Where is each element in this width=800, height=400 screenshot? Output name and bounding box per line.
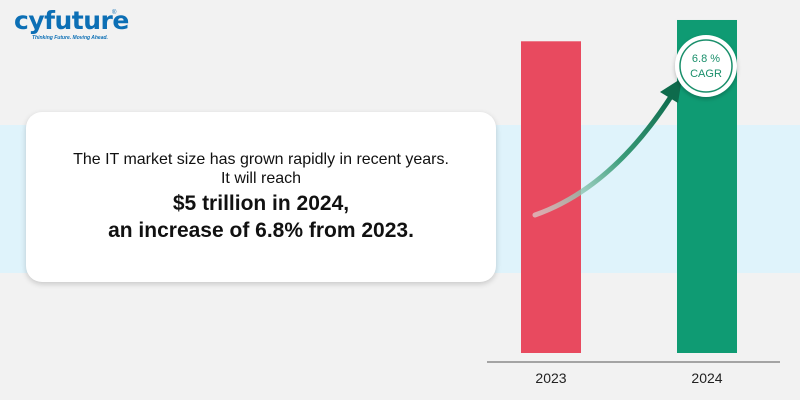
growth-arrow-head [660, 78, 682, 103]
message-line-1: The IT market size has grown rapidly in … [73, 151, 449, 168]
x-tick-label-2023: 2023 [535, 370, 566, 386]
registered-mark: ® [112, 10, 117, 16]
message-line-2: It will reach [220, 170, 302, 187]
message-highlight-2: an increase of 6.8% from 2023. [108, 219, 414, 242]
x-tick-label-2024: 2024 [691, 370, 722, 386]
cagr-label: CAGR [690, 68, 722, 80]
cagr-badge [675, 35, 737, 97]
brand-tagline: Thinking Future. Moving Ahead. [32, 35, 108, 41]
brand-logo[interactable]: cyfuture ® Thinking Future. Moving Ahead… [14, 6, 129, 46]
message-card: The IT market size has grown rapidly in … [26, 112, 496, 282]
brand-wordmark: cyfuture [14, 6, 129, 35]
cagr-value: 6.8 % [692, 53, 720, 65]
cagr-badge-ring [679, 39, 733, 93]
growth-arrow [532, 92, 675, 218]
message-highlight-1: $5 trillion in 2024, [172, 192, 350, 215]
